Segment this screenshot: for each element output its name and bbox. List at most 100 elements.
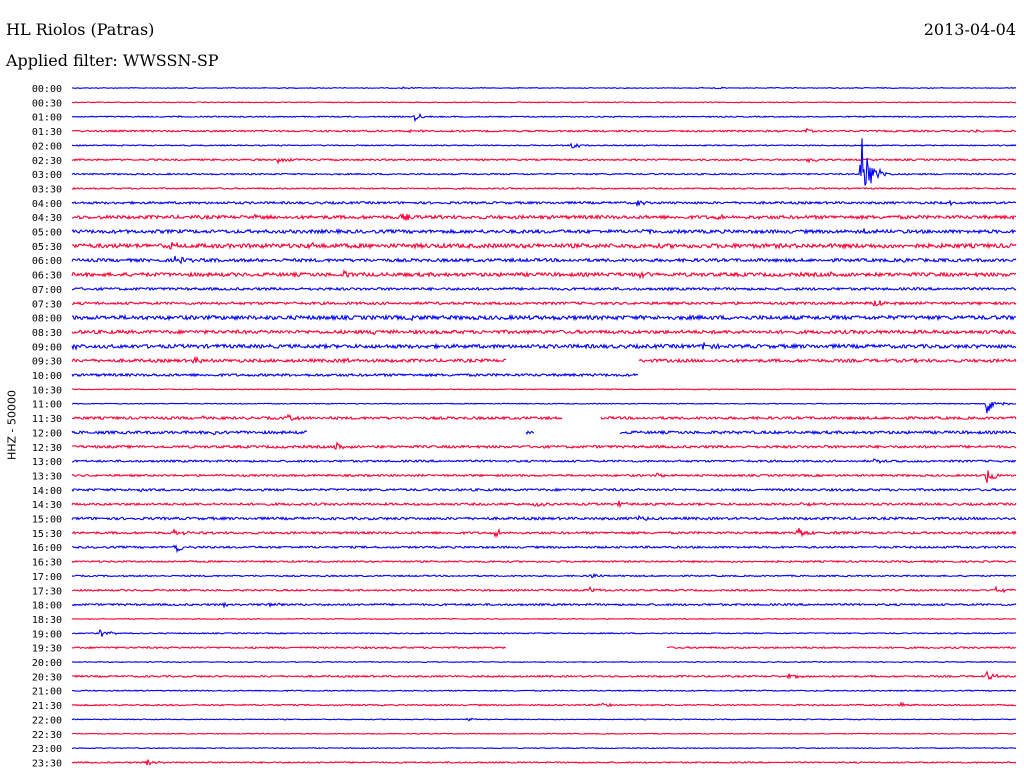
trace-row-0430 xyxy=(71,213,1017,221)
row-time-label: 03:00 xyxy=(32,170,62,181)
trace-row-0030 xyxy=(71,101,1016,104)
row-time-label: 13:30 xyxy=(32,471,62,482)
trace-row-2030 xyxy=(71,670,1017,681)
row-time-label: 19:00 xyxy=(32,629,62,640)
row-time-label: 23:30 xyxy=(32,758,62,769)
trace-row-2100 xyxy=(71,689,1017,693)
row-time-label: 14:00 xyxy=(32,486,62,497)
row-time-label: 14:30 xyxy=(32,500,62,511)
trace-row-2000 xyxy=(71,660,1017,664)
trace-row-0330 xyxy=(72,186,1017,190)
trace-row-1700 xyxy=(71,572,1017,579)
row-time-label: 19:30 xyxy=(32,644,62,655)
trace-row-2200 xyxy=(71,717,1016,722)
trace-row-0700 xyxy=(71,286,1017,292)
row-time-label: 11:30 xyxy=(32,414,62,425)
row-time-label: 17:00 xyxy=(32,572,62,583)
trace-row-1500 xyxy=(71,514,1016,521)
trace-row-0800 xyxy=(71,313,1017,322)
row-time-label: 10:00 xyxy=(32,371,62,382)
trace-row-0400 xyxy=(71,199,1017,208)
row-time-label: 04:30 xyxy=(32,213,62,224)
trace-row-0630 xyxy=(71,268,1017,280)
row-time-label: 21:30 xyxy=(32,701,62,712)
trace-row-0230 xyxy=(71,157,1017,165)
row-time-label: 17:30 xyxy=(32,586,62,597)
row-time-label: 16:30 xyxy=(32,558,62,569)
row-time-label: 09:30 xyxy=(32,357,62,368)
row-time-label: 13:00 xyxy=(32,457,62,468)
row-time-label: 16:00 xyxy=(32,543,62,554)
trace-row-1100 xyxy=(71,401,1016,414)
trace-row-0500 xyxy=(71,228,1017,236)
row-time-label: 20:00 xyxy=(32,658,62,669)
trace-row-0130 xyxy=(71,127,1017,134)
row-time-label: 21:00 xyxy=(32,687,62,698)
date-label: 2013-04-04 xyxy=(923,20,1016,39)
row-time-label: 22:00 xyxy=(32,715,62,726)
trace-layer xyxy=(71,86,1017,766)
row-time-label: 22:30 xyxy=(32,730,62,741)
station-title: HL Riolos (Patras) xyxy=(6,20,155,39)
trace-row-1600 xyxy=(71,544,1017,554)
row-time-label: 10:30 xyxy=(32,385,62,396)
trace-row-1800 xyxy=(71,601,1017,609)
trace-row-1530 xyxy=(71,527,1017,539)
row-time-label: 15:00 xyxy=(32,515,62,526)
row-time-label: 01:30 xyxy=(32,127,62,138)
row-time-label: 02:00 xyxy=(32,141,62,152)
row-time-label: 06:00 xyxy=(32,256,62,267)
trace-row-1930 xyxy=(71,645,1017,650)
trace-row-1630 xyxy=(71,559,1017,564)
trace-row-2230 xyxy=(71,732,1017,735)
time-label-layer: 00:00 00:30 01:00 01:30 02:00 02:30 03:00 03:30… xyxy=(32,84,62,769)
trace-row-1130 xyxy=(71,413,1017,422)
row-time-label: 07:30 xyxy=(32,299,62,310)
row-time-label: 08:00 xyxy=(32,314,62,325)
row-time-label: 23:00 xyxy=(32,744,62,755)
row-time-label: 00:30 xyxy=(32,98,62,109)
trace-row-1330 xyxy=(71,470,1017,484)
row-time-label: 07:00 xyxy=(32,285,62,296)
trace-row-1300 xyxy=(72,458,1017,464)
row-time-label: 12:30 xyxy=(32,443,62,454)
trace-row-0930 xyxy=(71,355,1017,365)
row-time-label: 06:30 xyxy=(32,271,62,282)
trace-row-0600 xyxy=(71,255,1017,265)
row-time-label: 15:30 xyxy=(32,529,62,540)
row-time-label: 18:30 xyxy=(32,615,62,626)
trace-row-1230 xyxy=(71,441,1017,450)
row-time-label: 05:30 xyxy=(32,242,62,253)
trace-row-0830 xyxy=(71,328,1017,336)
trace-row-0000 xyxy=(71,86,1017,90)
trace-row-1900 xyxy=(71,628,1017,637)
trace-row-1200 xyxy=(71,429,1017,436)
trace-row-1030 xyxy=(71,388,1017,391)
row-time-label: 05:00 xyxy=(32,228,62,239)
trace-row-0200 xyxy=(71,142,1017,149)
row-time-label: 08:30 xyxy=(32,328,62,339)
row-time-label: 02:30 xyxy=(32,156,62,167)
trace-row-1000 xyxy=(71,372,639,378)
row-time-label: 12:00 xyxy=(32,428,62,439)
trace-row-0100 xyxy=(71,112,1017,123)
row-time-label: 09:00 xyxy=(32,342,62,353)
row-time-label: 18:00 xyxy=(32,601,62,612)
trace-row-0530 xyxy=(71,241,1017,251)
row-time-label: 11:00 xyxy=(32,400,62,411)
row-time-label: 04:00 xyxy=(32,199,62,210)
trace-row-1730 xyxy=(71,585,1017,594)
row-time-label: 03:30 xyxy=(32,184,62,195)
trace-row-2300 xyxy=(71,747,1017,750)
filter-label: Applied filter: WWSSN-SP xyxy=(6,51,219,70)
trace-row-1430 xyxy=(71,500,1017,509)
trace-row-0300 xyxy=(71,138,1016,186)
row-time-label: 01:00 xyxy=(32,113,62,124)
trace-row-1400 xyxy=(71,487,1017,493)
trace-row-0730 xyxy=(71,300,1017,308)
row-time-label: 00:00 xyxy=(32,84,62,95)
trace-row-1830 xyxy=(71,617,1017,621)
row-time-label: 20:30 xyxy=(32,672,62,683)
trace-row-2330 xyxy=(71,759,1017,766)
